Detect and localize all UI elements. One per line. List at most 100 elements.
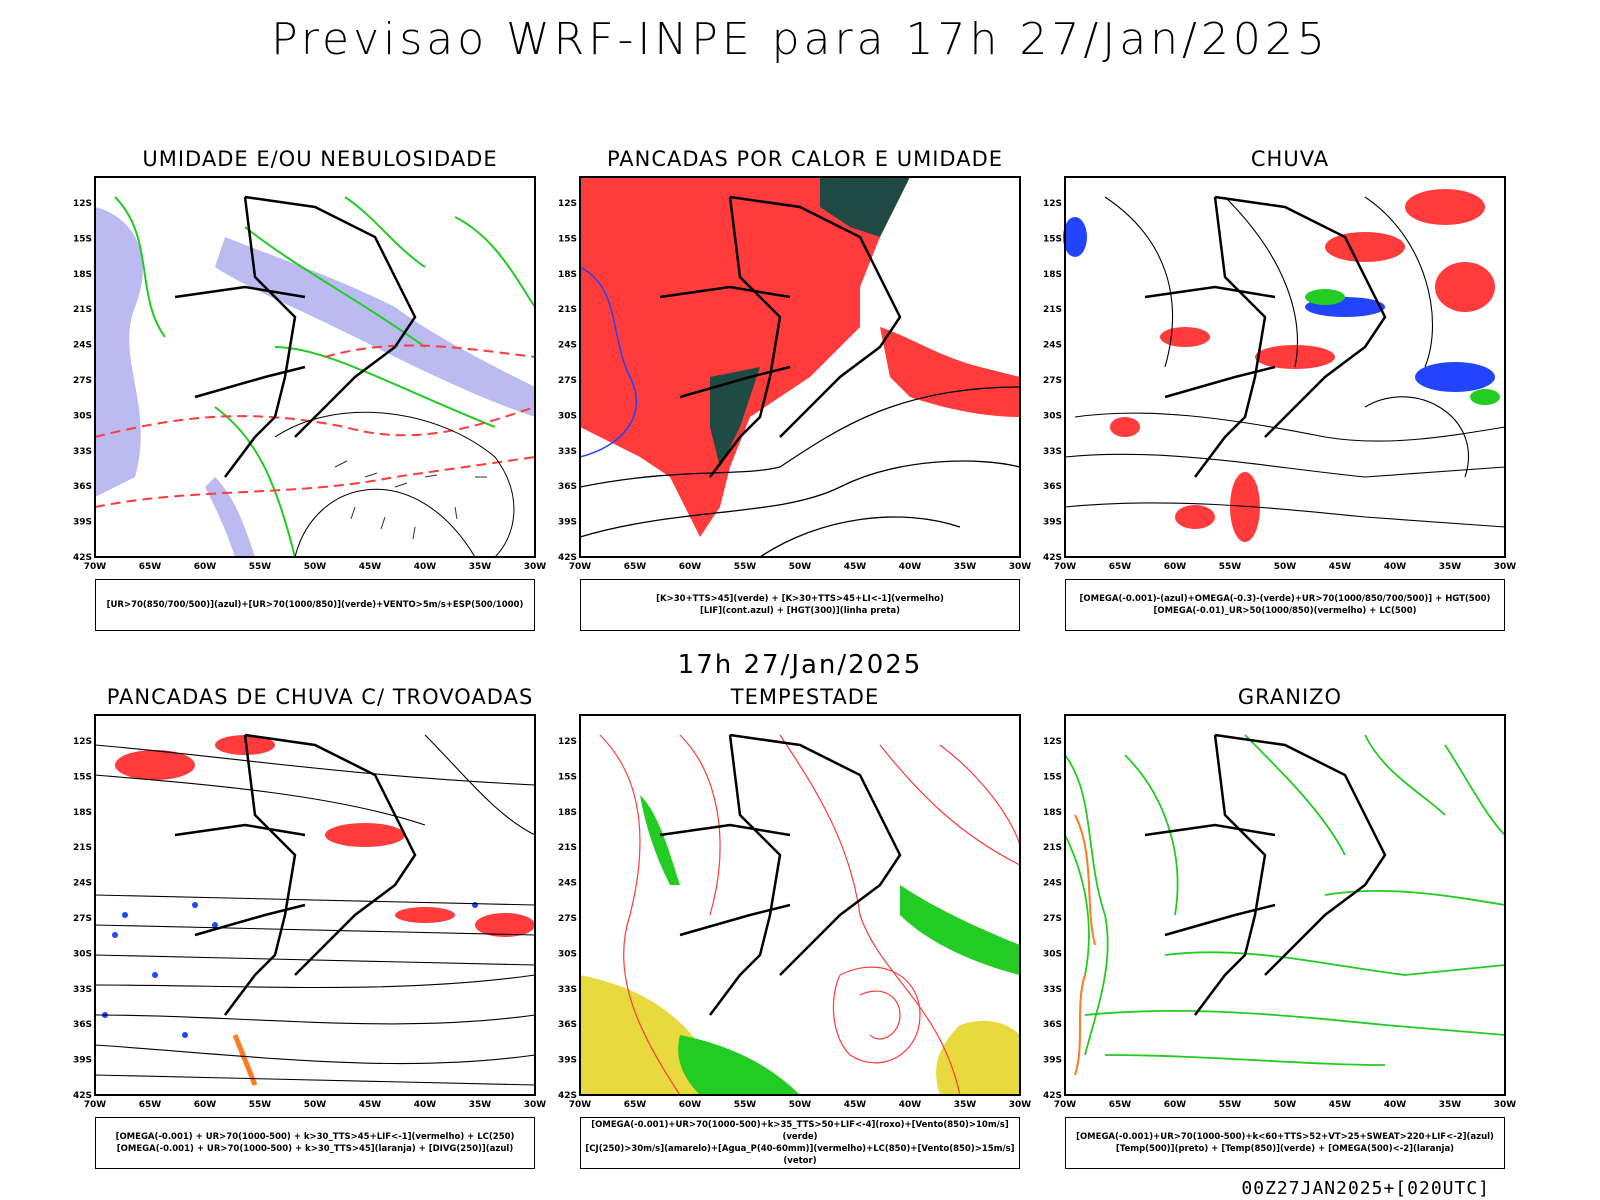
panel-title: GRANIZO bbox=[1237, 685, 1343, 709]
lon-tick-label: 35W bbox=[954, 562, 977, 572]
lat-tick-label: 24S bbox=[558, 879, 577, 889]
streamlines bbox=[94, 734, 536, 1086]
lon-tick-label: 35W bbox=[1439, 562, 1462, 572]
jet-area-yellow bbox=[936, 1020, 1020, 1095]
lat-tick-label: 15S bbox=[73, 772, 92, 782]
lat-tick-label: 36S bbox=[558, 482, 577, 492]
lat-tick-label: 33S bbox=[558, 985, 577, 995]
lat-tick-label: 21S bbox=[73, 305, 92, 315]
lat-tick-label: 21S bbox=[1043, 305, 1062, 315]
lon-tick-label: 45W bbox=[1329, 562, 1352, 572]
lon-tick-label: 65W bbox=[624, 562, 647, 572]
lat-tick-label: 12S bbox=[558, 199, 577, 209]
lon-tick-label: 40W bbox=[1384, 1100, 1407, 1110]
lat-tick-label: 24S bbox=[73, 879, 92, 889]
lat-tick-label: 36S bbox=[1043, 482, 1062, 492]
map-chuva: 70W 65W 60W 55W 50W 45W 40W 35W 30W 12S 15S 18S 21S 2… bbox=[1043, 176, 1516, 572]
forecast-time-title: 17h 27/Jan/2025 bbox=[677, 650, 923, 680]
lon-tick-label: 70W bbox=[84, 1100, 107, 1110]
lat-tick-label: 36S bbox=[1043, 1020, 1062, 1030]
lon-tick-label: 70W bbox=[1054, 562, 1077, 572]
panel-umidade: UMIDADE E/OU NEBULOSIDADE 70W 65W 60W 55W 50… bbox=[73, 147, 565, 631]
lat-tick-label: 42S bbox=[73, 1091, 92, 1101]
lon-tick-label: 35W bbox=[954, 1100, 977, 1110]
lat-tick-label: 39S bbox=[73, 518, 92, 528]
lat-tick-label: 24S bbox=[558, 341, 577, 351]
rain-areas-green bbox=[1305, 289, 1500, 405]
lat-tick-label: 18S bbox=[558, 270, 577, 280]
omega-orange bbox=[1074, 814, 1096, 1076]
wind850-area-green bbox=[640, 795, 1020, 1095]
hgt300-contours bbox=[579, 386, 1021, 558]
lon-tick-label: 70W bbox=[1054, 1100, 1077, 1110]
lat-tick-label: 12S bbox=[1043, 199, 1062, 209]
lc850-contours bbox=[599, 734, 1021, 1096]
lat-tick-label: 24S bbox=[1043, 879, 1062, 889]
lat-tick-label: 42S bbox=[73, 553, 92, 563]
lon-tick-label: 65W bbox=[1109, 562, 1132, 572]
lat-tick-label: 39S bbox=[1043, 518, 1062, 528]
lon-tick-label: 40W bbox=[414, 1100, 437, 1110]
lat-tick-label: 27S bbox=[558, 376, 577, 386]
humidity-area bbox=[215, 237, 535, 417]
lat-tick-label: 18S bbox=[1043, 808, 1062, 818]
divergence-blue bbox=[102, 902, 478, 1038]
lat-tick-label: 39S bbox=[73, 1056, 92, 1066]
lon-tick-label: 55W bbox=[249, 562, 272, 572]
lat-tick-label: 33S bbox=[73, 985, 92, 995]
lat-tick-label: 30S bbox=[73, 411, 92, 421]
lat-tick-label: 30S bbox=[558, 949, 577, 959]
lat-tick-label: 33S bbox=[73, 447, 92, 457]
panel-tempestade: TEMPESTADE 70W 65W 60W 55W 50W 45W 40W 35W 30W 12… bbox=[558, 685, 1050, 1169]
orange-area bbox=[232, 1034, 258, 1086]
lat-tick-label: 15S bbox=[558, 234, 577, 244]
legend: [OMEGA(-0.001)+UR>70(1000-500)+k>35_TTS>… bbox=[580, 1117, 1020, 1169]
lat-tick-label: 15S bbox=[1043, 234, 1062, 244]
lat-tick-label: 21S bbox=[1043, 843, 1062, 853]
lat-tick-label: 42S bbox=[1043, 553, 1062, 563]
lon-tick-label: 60W bbox=[679, 1100, 702, 1110]
lon-tick-label: 60W bbox=[1164, 1100, 1187, 1110]
lat-tick-label: 18S bbox=[73, 270, 92, 280]
lat-tick-label: 42S bbox=[558, 1091, 577, 1101]
political-borders bbox=[659, 733, 902, 1016]
lon-tick-label: 50W bbox=[789, 1100, 812, 1110]
lon-tick-label: 30W bbox=[524, 1100, 547, 1110]
lat-tick-label: 12S bbox=[1043, 737, 1062, 747]
lon-tick-label: 55W bbox=[734, 1100, 757, 1110]
lon-tick-label: 35W bbox=[469, 562, 492, 572]
rain-areas-blue bbox=[1063, 217, 1495, 392]
lat-tick-label: 18S bbox=[558, 808, 577, 818]
lon-tick-label: 70W bbox=[569, 1100, 592, 1110]
humidity-area bbox=[95, 207, 143, 497]
humidity-area bbox=[205, 477, 255, 557]
lon-tick-label: 65W bbox=[1109, 1100, 1132, 1110]
panel-chuva: CHUVA 70W 65W 60W 55W 50W 45W 40W 35W 30W 12S 15S 1… bbox=[1043, 147, 1535, 631]
convection-area-teal bbox=[710, 177, 910, 467]
lon-tick-label: 60W bbox=[1164, 562, 1187, 572]
lon-tick-label: 65W bbox=[139, 562, 162, 572]
temp850-contours bbox=[1064, 734, 1506, 1066]
lat-tick-label: 33S bbox=[558, 447, 577, 457]
thunderstorm-areas-red bbox=[115, 735, 535, 937]
panel-granizo: GRANIZO 70W 65W 60W 55W 50W 45W 40W 35W 30W 12S 15… bbox=[1043, 685, 1535, 1169]
run-info: 00Z27JAN2025+[020UTC] bbox=[1241, 1178, 1490, 1199]
lat-tick-label: 30S bbox=[558, 411, 577, 421]
lat-tick-label: 33S bbox=[1043, 447, 1062, 457]
legend: [OMEGA(-0.001)+UR>70(1000-500)+k<60+TTS>… bbox=[1065, 1117, 1505, 1169]
map-pancadas-calor: 70W 65W 60W 55W 50W 45W 40W 35W 30W 12S 15S 18S 21S 2… bbox=[558, 176, 1031, 572]
lon-tick-label: 30W bbox=[1494, 1100, 1517, 1110]
lon-tick-label: 35W bbox=[1439, 1100, 1462, 1110]
lat-tick-label: 15S bbox=[1043, 772, 1062, 782]
lon-tick-label: 55W bbox=[1219, 1100, 1242, 1110]
lon-tick-label: 60W bbox=[679, 562, 702, 572]
lat-tick-label: 27S bbox=[1043, 376, 1062, 386]
lat-tick-label: 36S bbox=[558, 1020, 577, 1030]
lat-tick-label: 15S bbox=[73, 234, 92, 244]
lon-tick-label: 55W bbox=[1219, 562, 1242, 572]
lon-tick-label: 60W bbox=[194, 562, 217, 572]
lon-tick-label: 40W bbox=[899, 562, 922, 572]
lat-tick-label: 27S bbox=[73, 376, 92, 386]
lat-tick-label: 24S bbox=[73, 341, 92, 351]
lat-tick-label: 21S bbox=[558, 305, 577, 315]
